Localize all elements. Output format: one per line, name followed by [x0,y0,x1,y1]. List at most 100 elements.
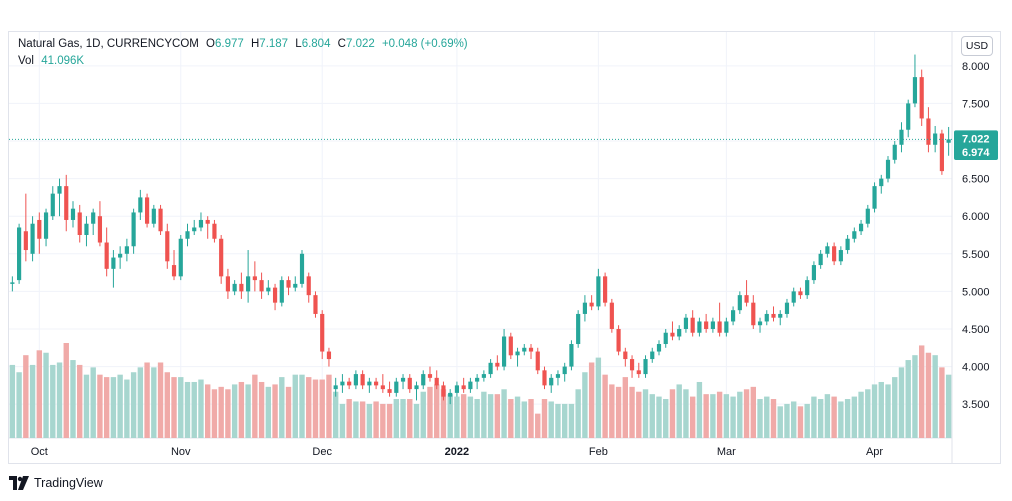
candle-body [791,291,796,303]
volume-bar [945,374,952,438]
candle-body [380,385,385,390]
candle-body [306,276,311,296]
x-tick-label: Feb [589,446,608,458]
candle-body [232,283,237,292]
volume-bar [83,374,90,438]
tradingview-brand[interactable]: TradingView [9,476,103,490]
volume-bar [299,374,305,438]
volume-bar [892,377,898,438]
volume-bar [649,394,655,438]
candle-body [926,118,931,145]
candle-body [825,246,830,254]
candle-body [461,385,466,390]
volume-bar [90,367,96,438]
candle-body [118,253,123,258]
volume-bar [319,379,325,438]
volume-bar [178,377,184,438]
candle-body [488,362,493,375]
volume-bar [723,394,730,438]
candle-body [434,377,439,386]
volume-bar [535,413,541,438]
volume-bar [231,384,238,438]
volume-bar [454,396,460,438]
y-tick-label: 5.500 [962,249,990,261]
candle-body [885,159,891,179]
volume-bar [898,367,905,438]
candle-body [690,317,695,333]
volume-bar [23,355,29,438]
volume-bar [339,403,346,438]
volume-bar [413,403,420,438]
currency-button[interactable]: USD [961,36,993,56]
candle-body [683,317,689,329]
volume-bar [804,403,810,438]
candle-body [872,186,877,209]
candle-body [636,370,641,375]
high-value: 7.187 [259,38,289,50]
candle-body [91,212,96,224]
candle-body [387,389,392,393]
volume-bar [865,389,871,438]
volume-bar [467,396,474,438]
volume-bar [622,377,629,438]
brand-name: TradingView [34,476,103,490]
candle-body [421,374,426,386]
candle-body [508,336,513,356]
volume-bar [905,360,911,438]
candle-body [17,227,22,281]
volume-bar [110,377,117,438]
volume-bar [157,362,164,438]
volume-bar [642,389,649,438]
volume-bar [508,399,514,438]
change-value: +0.048 (+0.69%) [381,38,468,50]
candle-body [333,385,338,390]
candle-body [858,223,864,232]
volume-bar [521,401,527,438]
volume-bar [474,399,480,438]
candle-body [670,332,675,337]
candle-body [50,193,55,217]
x-tick-label: Nov [171,446,191,458]
candle-body [535,351,540,371]
candle-body [542,370,547,386]
y-tick-label: 6.500 [962,174,990,186]
candle-body [656,344,662,352]
volume-bar [750,386,756,438]
candle-body [710,321,715,329]
candle-body [589,302,594,307]
volume-bar [791,401,797,438]
price-axis-label: 6.974 [954,143,998,160]
candle-body [165,231,170,262]
candle-body [481,374,486,378]
volume-bar [171,377,177,438]
volume-bar [481,391,487,438]
volume-bar [878,381,884,438]
candle-body [219,238,224,277]
volume-bar [184,381,191,438]
candle-body [731,310,736,322]
candle-body [144,197,150,224]
volume-bar [440,389,447,438]
volume-bar [29,364,36,438]
volume-bar [824,394,831,438]
candle-body [394,381,399,393]
candle-body [441,385,446,397]
candle-body [697,321,702,333]
candle-body [596,276,601,307]
candle-body [97,216,103,243]
candle-body [400,377,406,382]
candle-body [609,302,614,329]
volume-bar [494,394,501,438]
volume-bar [225,389,231,438]
candle-body [865,208,870,224]
candle-body [650,351,655,360]
volume-bar [460,394,467,438]
volume-bar [447,394,453,438]
volume-bar [373,401,379,438]
candle-body [677,328,682,337]
candle-body [212,223,217,239]
candle-body [522,347,527,352]
candle-body [246,276,251,292]
candle-body [515,351,520,356]
